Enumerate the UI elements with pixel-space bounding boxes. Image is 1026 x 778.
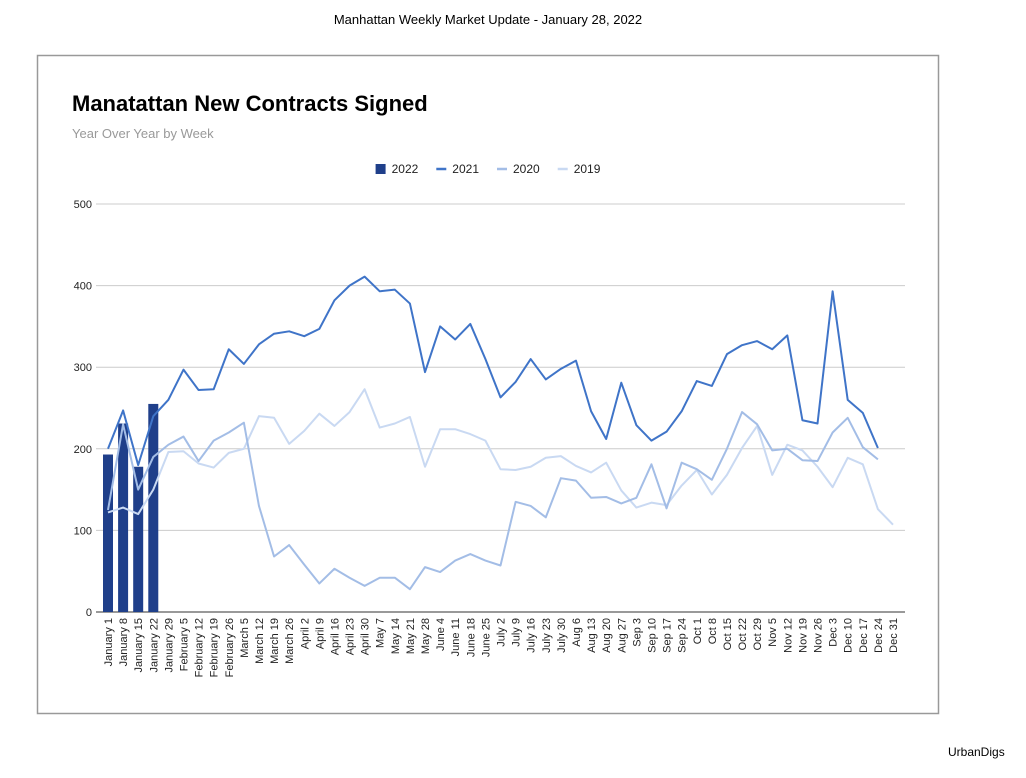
page-header: Manhattan Weekly Market Update - January…: [334, 12, 642, 27]
x-tick-label: Nov 5: [767, 618, 779, 647]
x-tick-label: Aug 13: [586, 618, 598, 653]
x-tick-label: May 14: [390, 618, 402, 654]
bar: [118, 423, 129, 612]
x-tick-label: March 19: [269, 618, 281, 664]
x-tick-label: Sep 17: [662, 618, 674, 653]
x-tick-label: February 19: [209, 618, 221, 677]
x-tick-label: April 16: [329, 618, 341, 655]
x-tick-label: Aug 27: [616, 618, 628, 653]
x-tick-label: January 29: [163, 618, 175, 672]
legend-label: 2020: [513, 162, 540, 176]
x-tick-label: July 23: [541, 618, 553, 653]
chart-frame: [36, 54, 940, 715]
y-tick-label: 500: [74, 199, 92, 211]
x-tick-label: May 21: [405, 618, 417, 654]
x-tick-label: Dec 31: [888, 618, 900, 653]
x-tick-label: Sep 10: [646, 618, 658, 653]
x-tick-label: July 9: [511, 618, 523, 647]
x-tick-label: June 25: [480, 618, 492, 657]
x-tick-label: Nov 19: [797, 618, 809, 653]
x-tick-label: April 9: [314, 618, 326, 649]
y-tick-label: 300: [74, 362, 92, 374]
x-tick-label: April 30: [360, 618, 372, 655]
y-tick-label: 200: [74, 444, 92, 456]
legend-label: 2019: [574, 162, 601, 176]
x-tick-label: January 8: [118, 618, 130, 666]
bar: [103, 454, 113, 612]
x-tick-label: Oct 15: [722, 618, 734, 650]
x-tick-label: May 7: [375, 618, 387, 648]
x-tick-label: July 16: [526, 618, 538, 653]
chart-subtitle: Year Over Year by Week: [72, 126, 214, 141]
x-tick-label: January 22: [148, 618, 160, 672]
x-tick-label: July 30: [556, 618, 568, 653]
x-tick-label: March 26: [284, 618, 296, 664]
bar: [148, 403, 159, 612]
x-tick-label: Sep 24: [677, 618, 689, 653]
legend-item: 2021: [436, 162, 479, 176]
x-tick-label: Dec 3: [828, 618, 840, 647]
x-tick-label: February 12: [194, 618, 206, 677]
x-tick-label: Oct 29: [752, 618, 764, 650]
x-tick-label: July 2: [496, 618, 508, 647]
x-tick-label: January 1: [103, 618, 115, 666]
x-tick-label: Oct 1: [692, 618, 704, 644]
y-tick-label: 400: [74, 281, 92, 293]
line: [107, 411, 879, 591]
x-tick-label: Sep 3: [631, 618, 643, 647]
x-tick-label: Dec 10: [843, 618, 855, 653]
y-tick-label: 0: [86, 607, 92, 619]
x-tick-label: Oct 8: [707, 618, 719, 644]
x-tick-label: March 5: [239, 618, 251, 658]
page-footer: UrbanDigs: [948, 745, 1005, 759]
x-tick-label: March 12: [254, 618, 266, 664]
y-tick-label: 100: [74, 525, 92, 537]
x-tick-label: April 23: [345, 618, 357, 655]
legend-item: 2020: [497, 162, 540, 176]
bar: [133, 466, 144, 612]
x-tick-label: Nov 26: [813, 618, 825, 653]
legend-item: 2019: [557, 162, 601, 176]
legend-label: 2021: [452, 162, 479, 176]
x-tick-label: April 2: [299, 618, 311, 649]
line: [107, 275, 879, 467]
x-tick-label: June 11: [450, 618, 462, 656]
legend-label: 2022: [392, 162, 419, 176]
x-tick-label: Dec 24: [873, 618, 885, 653]
legend-item: 2022: [375, 162, 419, 176]
x-tick-label: Oct 22: [737, 618, 749, 650]
x-tick-label: Dec 17: [858, 618, 870, 653]
x-tick-label: May 28: [420, 618, 432, 654]
x-tick-label: January 15: [133, 618, 145, 672]
line: [107, 388, 894, 526]
x-tick-label: Nov 12: [782, 618, 794, 653]
x-tick-label: February 5: [178, 618, 190, 671]
x-tick-label: Aug 6: [571, 618, 583, 647]
x-tick-label: February 26: [224, 618, 236, 677]
x-tick-label: Aug 20: [601, 618, 613, 653]
x-tick-label: June 18: [465, 618, 477, 657]
x-tick-label: June 4: [435, 618, 447, 651]
legend-swatch: [375, 164, 386, 174]
legend: 2022 2021 2020 2019: [375, 162, 601, 176]
chart-title: Manatattan New Contracts Signed: [72, 91, 428, 116]
